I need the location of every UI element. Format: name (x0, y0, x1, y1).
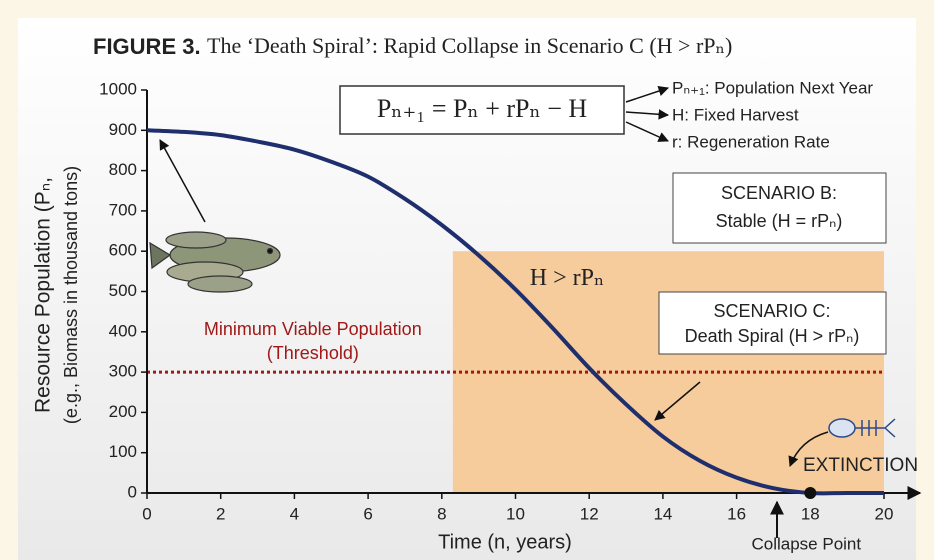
equation-term: H: Fixed Harvest (672, 105, 799, 124)
y-tick-label: 600 (109, 241, 137, 260)
equation-term: Pₙ₊₁: Population Next Year (672, 78, 873, 97)
collapse-label: Collapse Point (751, 534, 861, 553)
y-tick-label: 900 (109, 120, 137, 139)
x-tick-label: 20 (875, 504, 894, 523)
x-tick-label: 10 (506, 504, 525, 523)
region-label: H > rPₙ (530, 265, 605, 291)
chart: H > rPₙ Minimum Viable Population (Thresho… (0, 0, 934, 560)
scenario-b-title: SCENARIO B: (721, 183, 837, 203)
y-tick-label: 400 (109, 321, 137, 340)
equation: Pₙ₊₁ = Pₙ + rPₙ − H (377, 94, 588, 123)
x-tick-label: 12 (580, 504, 599, 523)
x-tick-label: 8 (437, 504, 446, 523)
y-axis-sublabel: (e.g., Biomass in thousand tons) (61, 166, 81, 424)
y-tick-label: 200 (109, 402, 137, 421)
y-tick-label: 700 (109, 200, 137, 219)
equation-term: r: Regeneration Rate (672, 132, 830, 151)
y-tick-label: 800 (109, 160, 137, 179)
title-prefix: FIGURE 3. (93, 34, 201, 59)
scenario-c-title: SCENARIO C: (713, 301, 830, 321)
y-axis-label: Resource Population (Pₙ, (32, 177, 55, 413)
scenario-c-text: Death Spiral (H > rPₙ) (685, 326, 860, 346)
scenario-b-text: Stable (H = rPₙ) (716, 211, 843, 231)
y-tick-label: 300 (109, 362, 137, 381)
x-tick-label: 14 (653, 504, 672, 523)
x-tick-label: 4 (290, 504, 299, 523)
x-tick-label: 2 (216, 504, 225, 523)
x-tick-label: 0 (142, 504, 151, 523)
y-tick-label: 1000 (99, 79, 137, 98)
x-tick-label: 6 (363, 504, 372, 523)
y-tick-label: 0 (128, 482, 137, 501)
chart-title: The ‘Death Spiral’: Rapid Collapse in Sc… (207, 33, 732, 58)
y-tick-label: 100 (109, 442, 137, 461)
threshold-label: (Threshold) (267, 343, 359, 363)
x-tick-label: 18 (801, 504, 820, 523)
threshold-label: Minimum Viable Population (204, 319, 422, 339)
x-tick-label: 16 (727, 504, 746, 523)
y-tick-label: 500 (109, 281, 137, 300)
x-axis-label: Time (n, years) (438, 531, 572, 553)
collapse-point (804, 487, 816, 499)
extinction-label: EXTINCTION (803, 455, 918, 476)
